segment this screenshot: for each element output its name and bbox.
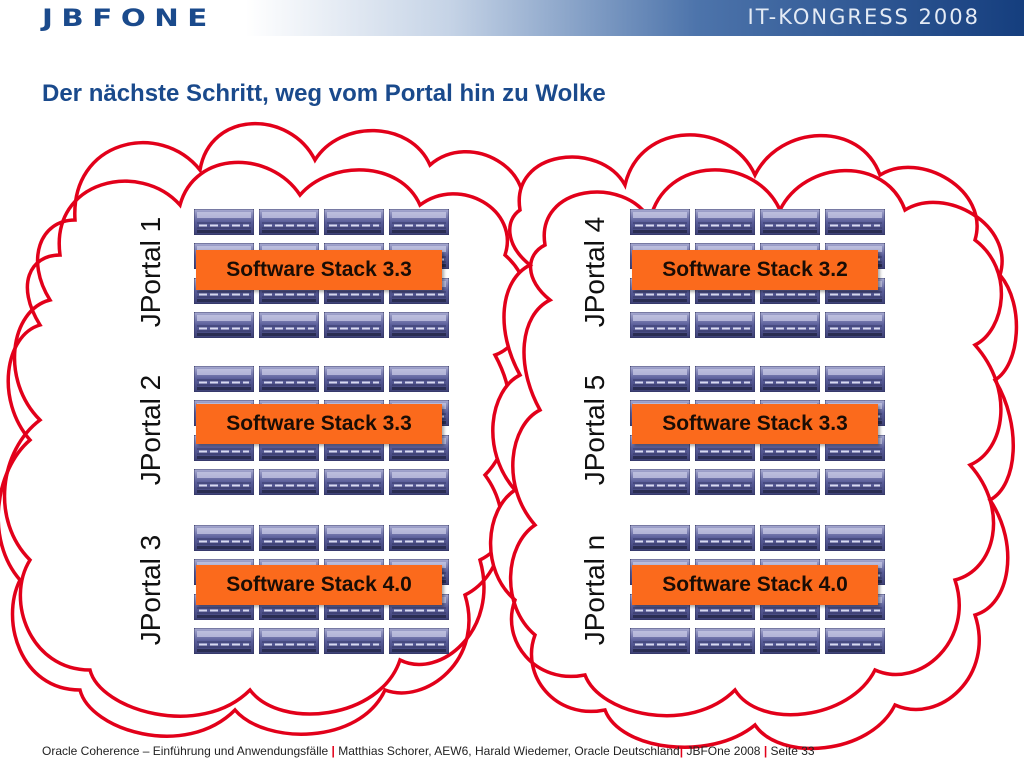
server-icon <box>695 628 755 654</box>
server-icon <box>630 628 690 654</box>
server-icon <box>324 469 384 495</box>
server-icon <box>389 209 449 235</box>
server-icon <box>259 525 319 551</box>
footer-authors: Matthias Schorer, AEW6, Harald Wiedemer,… <box>338 744 680 758</box>
server-icon <box>695 209 755 235</box>
footer-separator: | <box>763 744 768 758</box>
server-icon <box>324 628 384 654</box>
server-icon <box>194 366 254 392</box>
slide-title: Der nächste Schritt, weg vom Portal hin … <box>42 80 606 107</box>
server-icon <box>389 525 449 551</box>
server-icon <box>194 312 254 338</box>
jbfone-logo: JBFONE <box>42 4 216 32</box>
server-icon <box>825 628 885 654</box>
server-icon <box>324 312 384 338</box>
software-stack-box: Software Stack 4.0 <box>632 565 878 605</box>
portal-label: JPortal 4 <box>579 217 610 328</box>
software-stack-box: Software Stack 3.3 <box>196 250 442 290</box>
cloud-shape-right-echo <box>508 168 1019 751</box>
server-icon <box>760 469 820 495</box>
software-stack-box: Software Stack 3.3 <box>632 404 878 444</box>
server-icon <box>389 628 449 654</box>
server-icon <box>760 628 820 654</box>
server-icon <box>760 209 820 235</box>
server-icon <box>194 628 254 654</box>
server-icon <box>194 469 254 495</box>
portal-label: JPortal 3 <box>135 535 166 646</box>
server-icon <box>259 469 319 495</box>
server-icon <box>825 366 885 392</box>
server-icon <box>630 469 690 495</box>
software-stack-box: Software Stack 3.3 <box>196 404 442 444</box>
server-icon <box>825 525 885 551</box>
cloud-shape-left-echo <box>0 160 530 738</box>
server-icon <box>695 366 755 392</box>
footer-separator: | <box>331 744 335 758</box>
server-icon <box>389 312 449 338</box>
portal-label: JPortal 1 <box>135 217 166 328</box>
server-icon <box>324 366 384 392</box>
server-icon <box>194 209 254 235</box>
header-bar: JBFONE IT-KONGRESS 2008 <box>0 0 1024 36</box>
portal-label: JPortal n <box>579 535 610 646</box>
server-icon <box>324 525 384 551</box>
server-icon <box>760 312 820 338</box>
server-icon <box>695 312 755 338</box>
server-icon <box>630 209 690 235</box>
server-icon <box>630 525 690 551</box>
server-icon <box>389 366 449 392</box>
footer-separator: | <box>679 744 684 758</box>
footer-course: Oracle Coherence – Einführung und Anwend… <box>42 744 329 758</box>
server-icon <box>259 312 319 338</box>
server-icon <box>760 525 820 551</box>
portal-label: JPortal 5 <box>579 375 610 486</box>
server-icon <box>695 525 755 551</box>
server-icon <box>695 469 755 495</box>
server-icon <box>259 628 319 654</box>
server-icon <box>259 209 319 235</box>
footer-event: JBFOne 2008 <box>686 744 761 758</box>
server-icon <box>259 366 319 392</box>
server-icon <box>825 209 885 235</box>
server-icon <box>389 469 449 495</box>
portal-label: JPortal 2 <box>135 375 166 486</box>
server-icon <box>194 525 254 551</box>
server-icon <box>630 366 690 392</box>
congress-title: IT-KONGRESS 2008 <box>747 5 980 29</box>
server-icon <box>825 312 885 338</box>
footer-page: Seite 33 <box>770 744 815 758</box>
server-icon <box>760 366 820 392</box>
server-icon <box>324 209 384 235</box>
server-icon <box>630 312 690 338</box>
footer: Oracle Coherence – Einführung und Anwend… <box>42 744 815 758</box>
software-stack-box: Software Stack 4.0 <box>196 565 442 605</box>
server-icon <box>825 469 885 495</box>
software-stack-box: Software Stack 3.2 <box>632 250 878 290</box>
